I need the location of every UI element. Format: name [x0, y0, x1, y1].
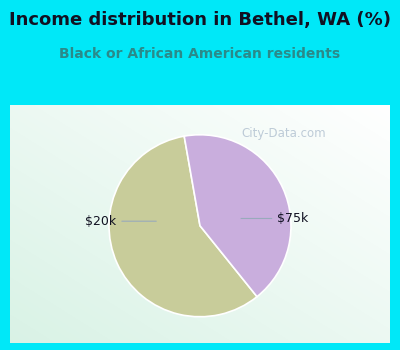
- Text: Income distribution in Bethel, WA (%): Income distribution in Bethel, WA (%): [9, 10, 391, 28]
- Wedge shape: [184, 135, 291, 297]
- Wedge shape: [109, 136, 257, 317]
- Text: $20k: $20k: [85, 215, 156, 228]
- Text: City-Data.com: City-Data.com: [241, 127, 326, 140]
- Text: $75k: $75k: [241, 212, 309, 225]
- Text: Black or African American residents: Black or African American residents: [60, 47, 340, 61]
